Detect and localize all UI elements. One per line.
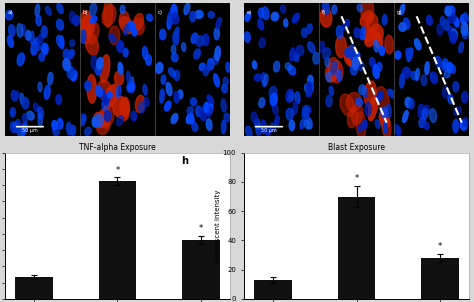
Text: h: h [181,156,188,166]
Title: Blast Exposure: Blast Exposure [328,143,385,152]
Y-axis label: Fluorescent intensity: Fluorescent intensity [215,189,221,263]
Text: *: * [438,242,442,251]
Bar [244,3,319,136]
Bar [182,240,220,299]
Text: a): a) [8,10,13,15]
Bar [319,3,394,136]
Text: 50 μm: 50 μm [22,128,37,133]
Text: c): c) [158,10,163,15]
Bar [155,3,230,136]
Bar [99,181,137,299]
Bar [15,277,53,299]
Text: b): b) [83,10,89,15]
Bar [337,197,375,299]
Text: *: * [199,224,203,233]
Text: *: * [355,175,359,183]
Text: 50 μm: 50 μm [261,128,276,133]
Text: f): f) [322,10,326,15]
Bar [80,3,155,136]
Title: TNF-alpha Exposure: TNF-alpha Exposure [79,143,156,152]
Bar [394,3,469,136]
Bar [5,3,80,136]
Text: g): g) [397,10,403,15]
Bar [421,258,459,299]
Text: *: * [115,166,119,175]
Bar [254,280,292,299]
Text: e): e) [247,10,252,15]
